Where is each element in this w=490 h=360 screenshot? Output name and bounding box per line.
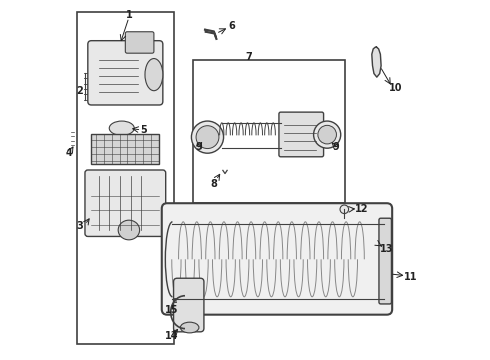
- FancyBboxPatch shape: [88, 41, 163, 105]
- Text: 12: 12: [355, 203, 369, 213]
- FancyBboxPatch shape: [85, 170, 166, 237]
- Text: 9: 9: [196, 142, 203, 152]
- FancyBboxPatch shape: [279, 112, 323, 157]
- Bar: [193, 60, 345, 203]
- Text: 1: 1: [125, 10, 132, 20]
- Circle shape: [196, 126, 219, 149]
- Text: 14: 14: [165, 332, 178, 342]
- FancyBboxPatch shape: [379, 218, 392, 304]
- Circle shape: [340, 205, 348, 213]
- Text: 7: 7: [245, 53, 252, 63]
- Circle shape: [318, 125, 337, 144]
- Ellipse shape: [109, 121, 134, 135]
- Text: 9: 9: [333, 142, 340, 152]
- Text: 6: 6: [228, 21, 235, 31]
- Text: 3: 3: [76, 221, 83, 231]
- Bar: [77, 12, 173, 344]
- Ellipse shape: [180, 322, 199, 333]
- Text: 5: 5: [140, 125, 147, 135]
- Bar: [92, 134, 159, 164]
- FancyBboxPatch shape: [125, 32, 154, 53]
- FancyBboxPatch shape: [162, 203, 392, 315]
- Ellipse shape: [118, 220, 140, 240]
- Text: 15: 15: [165, 305, 178, 315]
- Text: 8: 8: [211, 179, 218, 189]
- Ellipse shape: [145, 59, 163, 91]
- Polygon shape: [205, 30, 217, 39]
- Circle shape: [314, 121, 341, 148]
- Text: 11: 11: [404, 272, 417, 282]
- Text: 4: 4: [66, 148, 73, 158]
- Circle shape: [192, 121, 223, 153]
- Text: 10: 10: [389, 83, 402, 93]
- Polygon shape: [372, 47, 381, 77]
- FancyBboxPatch shape: [173, 278, 204, 332]
- Text: 13: 13: [380, 244, 394, 253]
- Text: 2: 2: [76, 86, 83, 96]
